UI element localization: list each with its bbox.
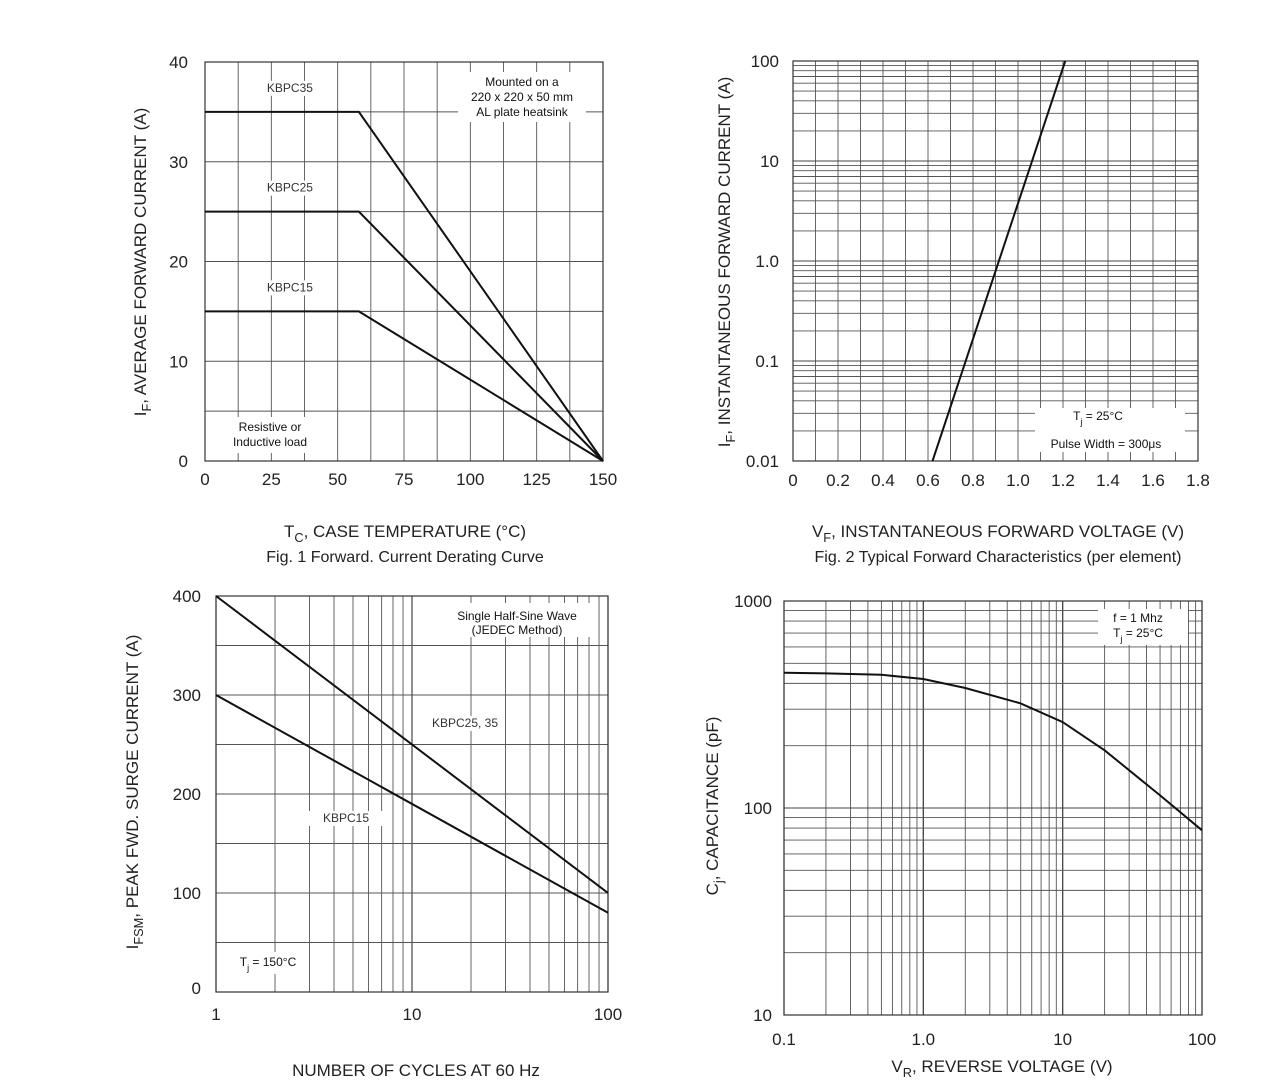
fig2-x-axis-label: VF, INSTANTANEOUS FORWARD VOLTAGE (V) [812,522,1184,545]
fig4-y-tick-label: 1000 [734,592,772,611]
fig4-y-tick-label: 10 [753,1006,772,1025]
fig2-y-tick-label: 10 [760,152,779,171]
fig2-caption: Fig. 2 Typical Forward Characteristics (… [815,549,1182,566]
fig4-note-tj: Tj = 25°C [1113,626,1163,644]
fig2-y-tick-label: 100 [751,52,779,71]
fig1-frame [204,61,604,462]
fig1-note-mount-2: 220 x 220 x 50 mm [471,90,573,104]
fig1-series-line [205,310,604,462]
annotation-background [438,603,598,637]
fig1-series-label: KBPC15 [267,280,313,294]
fig3-series-line [215,595,609,894]
fig2-x-tick-label: 1.2 [1051,471,1075,490]
fig3-note-wave-1: Single Half-Sine Wave [457,609,577,623]
fig1-y-tick-label: 20 [169,253,188,272]
fig3-x-tick-label: 10 [403,1005,422,1024]
fig3-series-label: KBPC25, 35 [432,716,498,730]
fig3-series-label: KBPC15 [323,811,369,825]
fig1-x-tick-label: 150 [589,470,617,489]
fig2-x-tick-label: 0 [788,471,797,490]
fig1-y-tick-label: 30 [169,153,188,172]
fig3-series-line [215,694,609,914]
fig3-note-tj: Tj = 150°C [240,955,297,973]
fig1-series-line [205,110,604,462]
fig2-forward-characteristics: 0 0.2 0.4 0.6 0.8 1.0 1.2 1.4 1.6 1.8 0.01 0.1 1.0 10… [715,52,1210,566]
fig4-x-tick-label: 1.0 [912,1030,936,1049]
annotation-background [1098,609,1188,645]
fig4-x-tick-label: 0.1 [772,1030,796,1049]
fig4-frame [783,600,1203,1016]
fig1-y-tick-label: 10 [169,352,188,371]
fig2-y-tick-label: 0.1 [755,352,779,371]
fig3-note-wave-2: (JEDEC Method) [472,623,563,637]
fig2-y-axis-label: IF, INSTANTANEOUS FORWARD CURRENT (A) [715,77,738,448]
annotation-background [458,72,586,122]
fig2-series-line [931,60,1067,462]
fig1-note-mount-3: AL plate heatsink [476,105,569,119]
fig4-x-tick-label: 100 [1188,1030,1216,1049]
fig4-y-axis-label: Cj, CAPACITANCE (pF) [703,717,726,896]
annotation-background [425,716,505,731]
fig1-y-axis-label: IF, AVERAGE FORWARD CURRENT (A) [131,108,154,417]
fig1-note-load-2: Inductive load [233,435,307,449]
annotation-background [259,80,320,96]
fig3-x-axis-label: NUMBER OF CYCLES AT 60 Hz [292,1061,540,1080]
annotation-background [228,952,308,974]
fig2-y-tick-label: 1.0 [755,252,779,271]
fig2-y-tick-label: 0.01 [746,452,779,471]
fig3-x-tick-label: 100 [594,1005,622,1024]
fig2-frame [792,60,1199,462]
fig1-series-line [205,210,604,462]
fig2-x-tick-label: 0.6 [916,471,940,490]
fig2-x-tick-label: 1.4 [1096,471,1120,490]
annotation-background [259,280,320,296]
fig1-x-axis-label: TC, CASE TEMPERATURE (°C) [284,522,526,545]
fig2-x-tick-label: 0.8 [961,471,985,490]
annotation-background [259,180,320,196]
fig4-series-line [783,671,1203,832]
fig3-y-tick-label: 400 [173,587,201,606]
fig1-x-tick-label: 100 [456,470,484,489]
fig1-caption: Fig. 1 Forward. Current Derating Curve [266,549,544,566]
fig2-x-tick-label: 0.2 [826,471,850,490]
fig4-note-freq: f = 1 Mhz [1113,611,1163,625]
fig1-x-tick-label: 0 [200,470,209,489]
annotation-background [222,417,322,453]
fig4-y-tick-label: 100 [744,799,772,818]
fig1-series-label: KBPC35 [267,81,313,95]
fig1-y-tick-label: 40 [169,53,188,72]
fig3-y-tick-label: 300 [173,686,201,705]
annotation-background [1035,408,1185,452]
fig3-frame [215,595,609,993]
fig3-peak-surge-current: 1 10 100 0 100 200 300 400 Single Half-Sine Wave… [123,587,622,1080]
fig2-note-pulse: Pulse Width = 300μs [1051,437,1162,451]
fig4-x-tick-label: 10 [1053,1030,1072,1049]
fig3-y-tick-label: 100 [173,884,201,903]
fig2-x-tick-label: 1.0 [1006,471,1030,490]
fig1-forward-current-derating: 0 25 50 75 100 125 150 0 10 20 30 40 Mounted on a220… [131,53,617,566]
fig1-series-label: KBPC25 [267,181,313,195]
fig2-note-tj: Tj = 25°C [1073,409,1123,427]
annotation-background [306,811,386,826]
fig4-x-axis-label: VR, REVERSE VOLTAGE (V) [891,1057,1112,1080]
fig3-y-tick-label: 200 [173,785,201,804]
fig3-y-tick-label: 0 [192,979,201,998]
fig1-note-mount-1: Mounted on a [485,75,559,89]
fig2-x-tick-label: 1.6 [1141,471,1165,490]
fig3-y-axis-label: IFSM, PEAK FWD. SURGE CURRENT (A) [123,635,146,950]
fig3-x-tick-label: 1 [211,1005,220,1024]
fig1-x-tick-label: 125 [522,470,550,489]
fig1-x-tick-label: 50 [328,470,347,489]
fig2-x-tick-label: 1.8 [1186,471,1210,490]
fig1-note-load-1: Resistive or [239,420,302,434]
fig1-x-tick-label: 25 [262,470,281,489]
fig1-x-tick-label: 75 [395,470,414,489]
fig1-y-tick-label: 0 [179,452,188,471]
fig2-x-tick-label: 0.4 [871,471,895,490]
